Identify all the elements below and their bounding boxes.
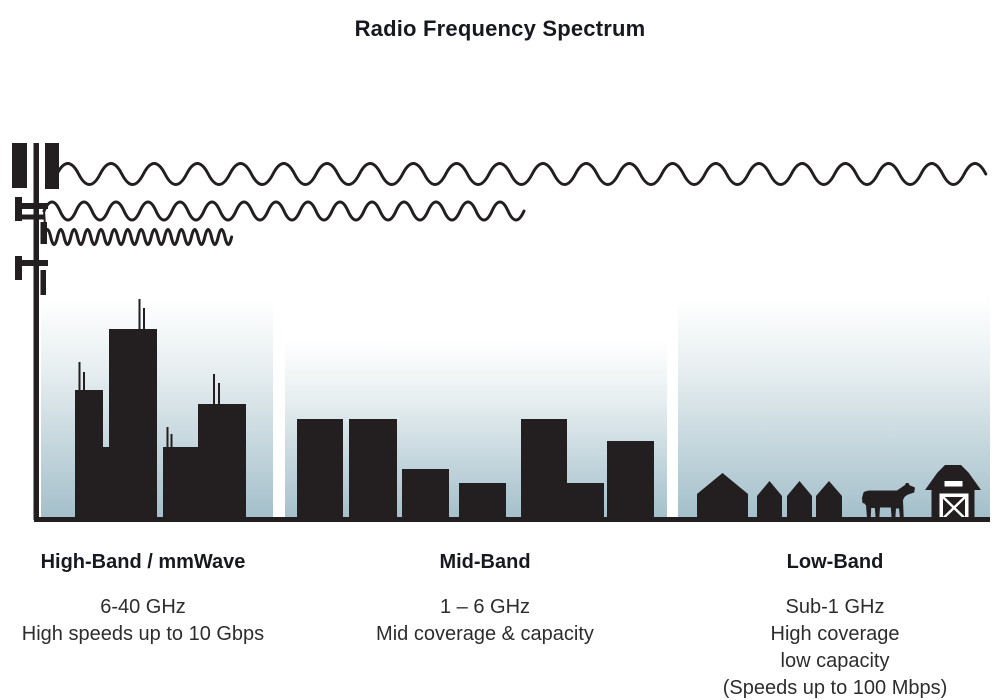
cow-icon: [862, 483, 915, 520]
band-desc-high: High speeds up to 10 Gbps: [21, 623, 265, 645]
house-icon: [787, 481, 812, 520]
band-desc-mid: Mid coverage & capacity: [376, 623, 594, 645]
band-title-high: High-Band / mmWave: [40, 551, 246, 573]
band-frequency-low: Sub-1 GHz: [785, 596, 885, 618]
band-desc-low-2: low capacity: [780, 650, 890, 672]
cell-tower-icon: [12, 143, 59, 520]
band-frequency-mid: 1 – 6 GHz: [439, 596, 531, 618]
barn-icon: [925, 465, 981, 520]
low-band-wave: [55, 162, 988, 186]
low-band-caption: Low-Band Sub-1 GHz High coverage low cap…: [685, 551, 985, 700]
band-desc-low-1: High coverage: [770, 623, 900, 645]
house-icon: [757, 481, 782, 520]
page-title: Radio Frequency Spectrum: [354, 15, 646, 41]
radio-waves: [42, 162, 988, 246]
high-band-city-skyline-icon: [75, 299, 246, 520]
ground-line: [34, 517, 990, 522]
low-band-rural-scene-icon: [697, 465, 981, 520]
band-title-low: Low-Band: [786, 551, 884, 573]
high-band-wave: [42, 228, 234, 246]
band-title-mid: Mid-Band: [439, 551, 531, 573]
mid-band-wave: [42, 200, 526, 222]
mid-band-caption: Mid-Band 1 – 6 GHz Mid coverage & capaci…: [335, 551, 635, 648]
house-icon: [697, 473, 748, 520]
house-icon: [816, 481, 842, 520]
high-band-caption: High-Band / mmWave 6-40 GHz High speeds …: [10, 551, 276, 648]
band-frequency-high: 6-40 GHz: [100, 596, 186, 618]
band-desc-low-3: (Speeds up to 100 Mbps): [722, 677, 948, 699]
mid-band-town-skyline-icon: [297, 419, 654, 520]
